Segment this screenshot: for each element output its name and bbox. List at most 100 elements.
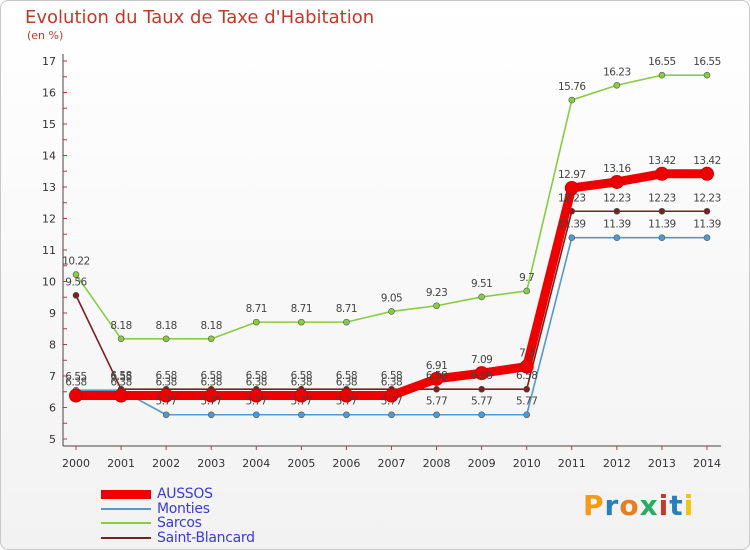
logo-letter: i: [683, 489, 695, 522]
data-label-aussos: 6.38: [381, 377, 402, 389]
data-point-sarcos: [568, 96, 576, 104]
data-label-saint-blancard: 12.23: [603, 192, 631, 204]
logo-letter: r: [604, 489, 620, 522]
legend-item-aussos: AUSSOS: [101, 486, 255, 502]
data-label-saint-blancard: 6.58: [246, 370, 267, 382]
data-point-monties: [568, 234, 576, 242]
data-label-monties: 11.39: [693, 219, 721, 231]
data-point-aussos: [609, 174, 624, 189]
data-label-saint-blancard: 6.58: [110, 370, 131, 382]
data-label-saint-blancard: 6.58: [201, 370, 222, 382]
x-tick-label: 2002: [152, 457, 180, 470]
data-point-aussos: [114, 388, 129, 403]
data-label-sarcos: 8.71: [336, 303, 357, 315]
data-label-aussos: 7.09: [471, 354, 492, 366]
data-label-aussos: 7.3: [519, 348, 534, 360]
data-label-saint-blancard: 6.58: [336, 370, 357, 382]
data-label-sarcos: 8.71: [291, 303, 312, 315]
data-point-aussos: [654, 166, 669, 181]
chart-title: Evolution du Taux de Taxe d'Habitation: [25, 7, 375, 28]
data-point-aussos: [204, 388, 219, 403]
data-point-saint-blancard: [703, 207, 711, 215]
series-line-aussos: [76, 169, 707, 401]
data-point-aussos: [69, 388, 83, 403]
data-label-monties: 5.77: [155, 396, 176, 408]
data-point-monties: [388, 411, 395, 419]
data-label-monties: 11.39: [648, 219, 676, 231]
x-tick-label: 2006: [332, 457, 360, 470]
data-label-aussos: 13.42: [648, 155, 676, 167]
legend-label-saint-blancard: Saint-Blancard: [157, 529, 255, 546]
y-tick-label: 6: [49, 402, 56, 415]
data-label-saint-blancard: 6.58: [155, 370, 176, 382]
data-label-sarcos: 16.23: [603, 66, 631, 78]
data-label-monties: 5.77: [336, 396, 357, 408]
data-label-sarcos: 9.05: [381, 292, 402, 304]
data-label-monties: 6.55: [110, 371, 131, 383]
y-tick-label: 9: [49, 307, 56, 320]
legend-swatch-saint-blancard: [101, 536, 151, 539]
data-point-monties: [523, 411, 531, 419]
data-label-aussos: 6.38: [110, 377, 131, 389]
data-point-saint-blancard: [478, 385, 485, 393]
x-tick-label: 2012: [603, 457, 631, 470]
data-label-saint-blancard: 12.23: [693, 192, 721, 204]
data-label-aussos: 6.91: [426, 360, 447, 372]
data-point-sarcos: [703, 71, 711, 79]
legend-item-monties: Monties: [101, 501, 255, 517]
data-point-sarcos: [478, 293, 485, 301]
data-point-saint-blancard: [433, 385, 440, 393]
data-label-sarcos: 8.18: [155, 320, 176, 332]
proxiti-logo[interactable]: Proxiti: [583, 489, 694, 522]
y-tick-label: 17: [42, 55, 56, 68]
data-label-aussos: 6.38: [336, 377, 357, 389]
y-tick-label: 7: [49, 370, 56, 383]
x-tick-label: 2003: [197, 457, 225, 470]
logo-letter: o: [619, 489, 640, 522]
data-point-sarcos: [117, 335, 125, 343]
data-label-aussos: 6.38: [201, 377, 222, 389]
data-point-monties: [478, 411, 485, 419]
data-point-saint-blancard: [72, 292, 80, 299]
data-label-monties: 5.77: [516, 396, 537, 408]
data-label-aussos: 13.16: [603, 163, 631, 175]
data-label-sarcos: 8.71: [246, 303, 267, 315]
x-tick-label: 2004: [242, 457, 270, 470]
data-point-sarcos: [523, 287, 531, 295]
data-point-sarcos: [613, 81, 621, 89]
y-tick-label: 5: [49, 433, 56, 446]
data-label-monties: 5.77: [471, 396, 492, 408]
data-label-aussos: 13.42: [693, 155, 721, 167]
data-point-sarcos: [252, 318, 260, 326]
data-label-sarcos: 16.55: [648, 56, 676, 68]
data-point-aussos: [564, 180, 579, 195]
data-point-sarcos: [658, 71, 666, 79]
data-point-saint-blancard: [613, 207, 621, 215]
logo-letter: t: [669, 489, 684, 522]
data-point-sarcos: [388, 308, 395, 315]
logo-letter: P: [583, 489, 605, 522]
x-tick-label: 2008: [423, 457, 451, 470]
x-tick-label: 2014: [693, 457, 721, 470]
y-tick-label: 15: [42, 118, 56, 131]
data-label-aussos: 12.97: [558, 169, 586, 181]
data-label-saint-blancard: 6.58: [516, 370, 537, 382]
data-label-sarcos: 16.55: [693, 56, 721, 68]
data-label-monties: 5.77: [381, 396, 402, 408]
legend-swatch-sarcos: [101, 522, 151, 525]
data-label-sarcos: 9.23: [426, 287, 447, 299]
data-label-aussos: 6.38: [246, 377, 267, 389]
data-label-aussos: 6.38: [291, 377, 312, 389]
data-label-monties: 6.55: [65, 371, 86, 383]
data-label-sarcos: 15.76: [558, 81, 586, 93]
data-label-monties: 5.77: [246, 396, 267, 408]
data-label-saint-blancard: 12.23: [558, 192, 586, 204]
y-tick-label: 12: [42, 213, 56, 226]
x-tick-label: 2013: [648, 457, 676, 470]
data-label-saint-blancard: 12.23: [648, 192, 676, 204]
data-point-aussos: [159, 388, 174, 403]
x-tick-label: 2007: [378, 457, 406, 470]
data-label-saint-blancard: 6.58: [426, 370, 447, 382]
legend-item-sarcos: Sarcos: [101, 515, 255, 531]
